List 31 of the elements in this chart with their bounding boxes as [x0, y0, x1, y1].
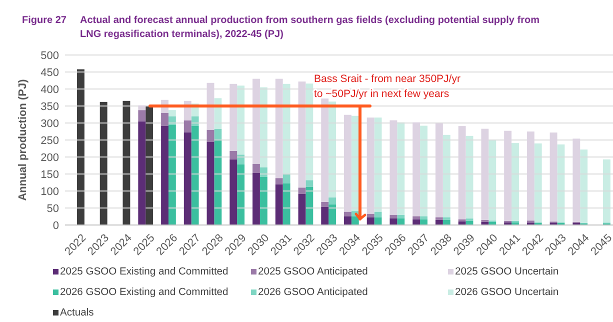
legend-label: 2026 GSOO Uncertain — [455, 287, 559, 298]
y-tick-label: 450 — [40, 66, 59, 79]
legend-label: 2026 GSOO Existing and Committed — [60, 287, 229, 298]
chart-title: Actual and forecast annual production from southern gas fields (excluding potential supply from LNG regasification terminals), 2022-45 (PJ) — [80, 15, 540, 40]
bar — [77, 69, 84, 225]
y-tick-label: 100 — [40, 186, 59, 198]
bar — [328, 197, 336, 204]
y-tick-label: 250 — [40, 134, 59, 147]
legend-label: 2026 GSOO Anticipated — [258, 287, 368, 298]
bar — [602, 159, 610, 223]
y-tick-label: 50 — [46, 202, 59, 215]
legend-label: 2025 GSOO Existing and Committed — [60, 266, 229, 278]
y-tick-label: 350 — [40, 100, 59, 113]
y-axis-title: Annual production (PJ) — [17, 78, 29, 201]
y-tick-label: 500 — [40, 50, 59, 62]
annotation: Bass Srait - from near 350PJ/yr to ~50PJ/yr in next few years — [314, 73, 461, 100]
caption: Figure 27 — [22, 15, 67, 26]
legend-label: Actuals — [60, 308, 94, 318]
legend-label: 2025 GSOO Uncertain — [455, 266, 559, 278]
y-tick-label: 400 — [40, 84, 59, 96]
y-tick-label: 150 — [40, 168, 59, 181]
bar — [122, 100, 130, 225]
y-tick-label: 0 — [52, 220, 59, 232]
bar — [306, 180, 314, 187]
bar — [138, 110, 146, 122]
bar — [100, 102, 108, 225]
y-tick-label: 300 — [40, 118, 59, 130]
bar — [298, 188, 306, 194]
legend-label: 2025 GSOO Anticipated — [258, 266, 368, 278]
y-tick-label: 200 — [40, 152, 59, 164]
bar — [184, 120, 192, 133]
